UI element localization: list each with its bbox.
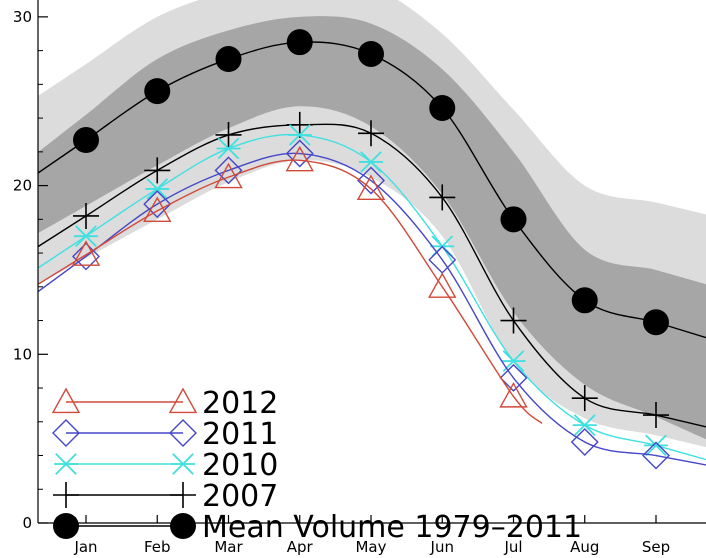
point-mean-volume-1979-2011-feb	[144, 78, 171, 105]
x-tick-label-sep: Sep	[642, 538, 670, 556]
point-mean-volume-1979-2011-jun	[429, 94, 456, 121]
legend-item-2012: 2012	[51, 386, 278, 421]
point-2011-jul	[499, 363, 528, 392]
point-2012-mar	[214, 162, 243, 189]
point-2011-jan	[72, 242, 100, 271]
point-2007-may	[358, 120, 384, 147]
point-2007-jul	[500, 307, 527, 334]
legend-marker-end	[171, 453, 195, 475]
legend-marker-end	[170, 482, 196, 508]
point-2007-jan	[73, 202, 99, 229]
y-tick-label: 10	[13, 345, 32, 363]
point-mean-volume-1979-2011-jan	[73, 127, 99, 154]
legend-item-mean-volume-1979-2011: Mean Volume 1979–2011	[53, 510, 582, 545]
series-mean-volume-1979-2011	[38, 29, 706, 339]
axes: 0 10 20 30 Jan Feb Mar Apr May Jun Jul Aug Sep	[13, 0, 706, 556]
point-2012-apr	[285, 145, 314, 172]
point-2012-feb	[143, 196, 172, 222]
point-mean-volume-1979-2011-apr	[286, 29, 313, 56]
y-tick-label: 30	[13, 8, 32, 26]
legend-marker-start	[51, 387, 81, 414]
series-2012	[38, 145, 543, 424]
plot-area	[38, 0, 706, 470]
point-2010-apr	[287, 124, 312, 146]
point-2011-may	[357, 166, 385, 195]
point-mean-volume-1979-2011-sep	[643, 309, 669, 336]
line-2012	[38, 159, 543, 424]
x-tick-label-jan: Jan	[73, 538, 97, 556]
line-2011	[38, 152, 706, 466]
point-2010-feb	[145, 178, 170, 200]
line-2007	[38, 123, 706, 428]
point-2010-may	[359, 151, 383, 173]
legend-marker-start	[54, 453, 78, 475]
series-2011	[38, 139, 706, 470]
legend-label: 2012	[202, 386, 278, 421]
y-tick-label: 0	[22, 514, 32, 532]
legend-marker-start	[53, 482, 79, 508]
point-2011-sep	[642, 441, 670, 470]
legend-item-2007: 2007	[53, 479, 278, 514]
x-tick-label-jun: Jun	[430, 538, 454, 556]
legend-label: 2007	[202, 479, 278, 514]
point-2007-feb	[144, 157, 171, 184]
y-tick-label: 20	[13, 177, 32, 195]
point-mean-volume-1979-2011-aug	[571, 287, 598, 314]
point-2010-jan	[74, 225, 98, 248]
point-mean-volume-1979-2011-mar	[215, 46, 242, 73]
point-2007-mar	[215, 121, 242, 148]
legend-marker-end	[170, 513, 196, 539]
legend-label: 2011	[202, 417, 278, 452]
point-2010-aug	[572, 414, 597, 436]
x-tick-label-apr: Apr	[287, 538, 314, 556]
legend-marker-start	[52, 419, 80, 447]
point-2010-mar	[216, 137, 241, 160]
legend-marker-end	[168, 387, 198, 414]
series-2007	[38, 111, 706, 429]
point-2011-mar	[214, 156, 243, 185]
point-2007-aug	[571, 385, 598, 412]
legend-marker-start	[53, 513, 79, 539]
point-2011-feb	[143, 190, 172, 219]
series-2010	[38, 124, 706, 461]
point-2007-sep	[643, 402, 669, 429]
legend-item-2011: 2011	[52, 417, 278, 452]
point-2011-apr	[285, 139, 314, 168]
point-2012-jun	[428, 272, 457, 298]
point-2010-sep	[644, 434, 668, 457]
x-tick-label-aug: Aug	[570, 538, 599, 556]
legend-label: 2010	[202, 448, 278, 483]
legend-label: Mean Volume 1979–2011	[202, 510, 582, 545]
point-2012-jan	[71, 240, 101, 266]
band-inner	[38, 16, 706, 440]
point-2007-apr	[286, 111, 313, 138]
point-2011-aug	[570, 428, 599, 457]
legend-item-2010: 2010	[54, 448, 278, 483]
x-tick-label-mar: Mar	[214, 538, 243, 556]
point-mean-volume-1979-2011-may	[358, 40, 384, 67]
point-2007-jun	[429, 184, 456, 211]
point-mean-volume-1979-2011-jul	[500, 206, 527, 233]
legend-marker-end	[169, 419, 197, 447]
x-tick-label-feb: Feb	[144, 538, 171, 556]
point-2012-may	[356, 174, 386, 201]
x-tick-label-jul: Jul	[503, 538, 522, 556]
x-tick-label-may: May	[355, 538, 386, 556]
point-2012-jul	[499, 382, 528, 408]
